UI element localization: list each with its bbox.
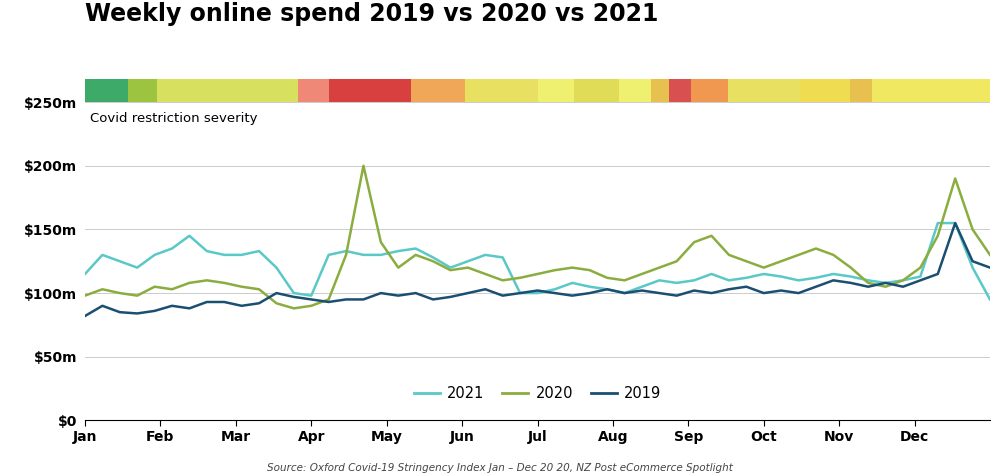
Text: Source: Oxford Covid-19 Stringency Index Jan – Dec 20 20, NZ Post eCommerce Spot: Source: Oxford Covid-19 Stringency Index… bbox=[267, 463, 733, 473]
Bar bbox=[619, 79, 651, 102]
Bar bbox=[651, 79, 669, 102]
Legend: 2021, 2020, 2019: 2021, 2020, 2019 bbox=[408, 380, 667, 407]
Bar bbox=[329, 79, 411, 102]
Bar bbox=[728, 79, 800, 102]
Bar bbox=[574, 79, 619, 102]
Bar bbox=[669, 79, 691, 102]
Text: Covid restriction severity: Covid restriction severity bbox=[90, 112, 257, 124]
Bar bbox=[850, 79, 872, 102]
Bar bbox=[465, 79, 538, 102]
Bar bbox=[128, 79, 157, 102]
Bar bbox=[872, 79, 990, 102]
Bar bbox=[538, 79, 574, 102]
Bar bbox=[411, 79, 465, 102]
Text: Weekly online spend 2019 vs 2020 vs 2021: Weekly online spend 2019 vs 2020 vs 2021 bbox=[85, 2, 658, 27]
Bar bbox=[157, 79, 298, 102]
Bar bbox=[85, 79, 128, 102]
Bar bbox=[298, 79, 329, 102]
Bar bbox=[800, 79, 850, 102]
Bar bbox=[691, 79, 728, 102]
